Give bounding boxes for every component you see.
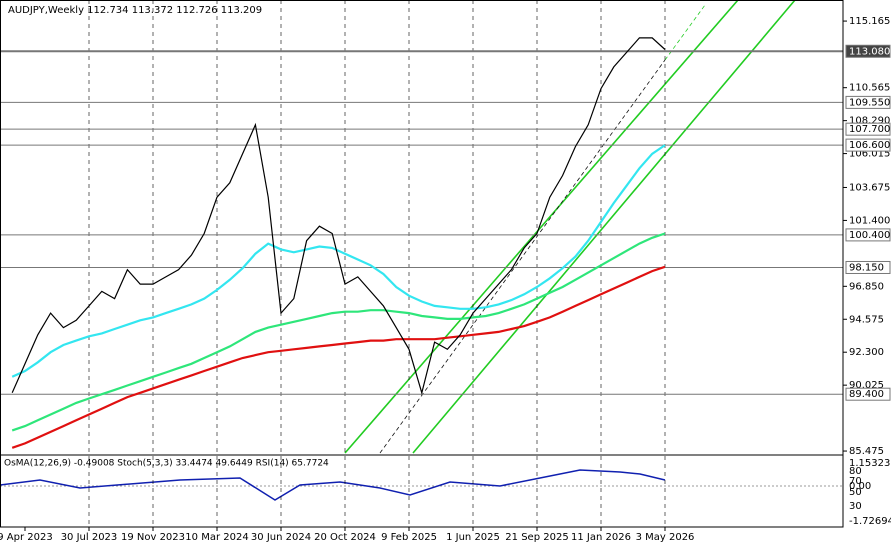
oscillator-label: 50	[849, 487, 862, 498]
moving-average	[11, 144, 666, 378]
x-tick-label: 3 May 2026	[636, 532, 695, 543]
oscillator-label: 1.15323	[849, 458, 890, 469]
oscillator-label: 0.00	[849, 481, 871, 492]
x-tick-label: 1 Jun 2025	[446, 532, 500, 543]
y-tick-label: 94.575	[849, 314, 884, 325]
level-box	[845, 228, 891, 242]
level-label: 100.400	[849, 230, 890, 241]
y-tick-label: 92.300	[849, 347, 884, 358]
y-tick-label: 106.015	[849, 149, 890, 160]
x-tick-label: 11 Jan 2026	[571, 532, 631, 543]
level-box	[845, 95, 891, 109]
chart-title: AUDJPY,Weekly 112.734 113.372 112.726 11…	[8, 5, 262, 16]
y-tick-label: 96.850	[849, 281, 884, 292]
y-tick-label: 103.675	[849, 182, 890, 193]
level-label: 109.550	[849, 97, 890, 108]
plot-border	[0, 0, 844, 528]
x-tick-label: 19 Nov 2023	[121, 532, 185, 543]
level-label: 106.600	[849, 140, 890, 151]
y-tick-label: 85.475	[849, 446, 884, 457]
trend-channels	[344, 0, 796, 454]
level-box	[845, 387, 891, 401]
oscillator-title: OsMA(12,26,9) -0.49008 Stoch(5,3,3) 33.4…	[4, 459, 329, 469]
rsi-line	[0, 469, 666, 501]
channel-line	[412, 0, 796, 454]
oscillator-label: -1.72694	[849, 516, 891, 527]
x-tick-label: 9 Apr 2023	[0, 532, 53, 543]
x-tick-label: 30 Jul 2023	[61, 532, 118, 543]
y-tick-label: 90.025	[849, 380, 884, 391]
level-box	[845, 122, 891, 136]
y-tick-label: 108.290	[849, 116, 890, 127]
level-box	[845, 138, 891, 152]
oscillator-label: 80	[849, 466, 862, 477]
level-label: 107.700	[849, 124, 890, 135]
y-tick-label: 110.565	[849, 83, 890, 94]
level-label: 89.400	[849, 389, 884, 400]
level-box	[845, 44, 891, 58]
moving-average	[11, 265, 666, 449]
x-tick-label: 9 Feb 2025	[381, 532, 437, 543]
x-tick-label: 21 Sep 2025	[505, 532, 568, 543]
oscillator-label: 30	[849, 501, 862, 512]
level-box	[845, 260, 891, 274]
x-tick-label: 30 Jun 2024	[251, 532, 311, 543]
x-tick-label: 10 Mar 2024	[185, 532, 248, 543]
moving-average	[11, 232, 666, 432]
y-tick-label: 115.165	[849, 16, 890, 27]
y-tick-label: 101.400	[849, 215, 890, 226]
trend-line	[664, 4, 706, 61]
channel-line	[344, 0, 739, 454]
level-label: 113.080	[849, 46, 890, 57]
oscillator-label: 70	[849, 476, 862, 487]
level-label: 98.150	[849, 262, 884, 273]
trend-line	[379, 59, 666, 454]
x-tick-label: 20 Oct 2024	[314, 532, 376, 543]
oscillator-decor	[0, 469, 843, 501]
price-line	[11, 37, 666, 396]
